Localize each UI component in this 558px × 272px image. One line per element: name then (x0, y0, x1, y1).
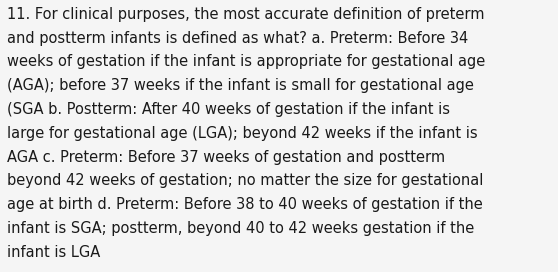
Text: age at birth d. Preterm: Before 38 to 40 weeks of gestation if the: age at birth d. Preterm: Before 38 to 40… (7, 197, 483, 212)
Text: infant is SGA; postterm, beyond 40 to 42 weeks gestation if the: infant is SGA; postterm, beyond 40 to 42… (7, 221, 474, 236)
Text: and postterm infants is defined as what? a. Preterm: Before 34: and postterm infants is defined as what?… (7, 31, 469, 46)
Text: AGA c. Preterm: Before 37 weeks of gestation and postterm: AGA c. Preterm: Before 37 weeks of gesta… (7, 150, 445, 165)
Text: large for gestational age (LGA); beyond 42 weeks if the infant is: large for gestational age (LGA); beyond … (7, 126, 478, 141)
Text: (SGA b. Postterm: After 40 weeks of gestation if the infant is: (SGA b. Postterm: After 40 weeks of gest… (7, 102, 450, 117)
Text: beyond 42 weeks of gestation; no matter the size for gestational: beyond 42 weeks of gestation; no matter … (7, 174, 484, 188)
Text: 11. For clinical purposes, the most accurate definition of preterm: 11. For clinical purposes, the most accu… (7, 7, 485, 22)
Text: weeks of gestation if the infant is appropriate for gestational age: weeks of gestation if the infant is appr… (7, 54, 485, 69)
Text: (AGA); before 37 weeks if the infant is small for gestational age: (AGA); before 37 weeks if the infant is … (7, 78, 474, 93)
Text: infant is LGA: infant is LGA (7, 245, 100, 260)
